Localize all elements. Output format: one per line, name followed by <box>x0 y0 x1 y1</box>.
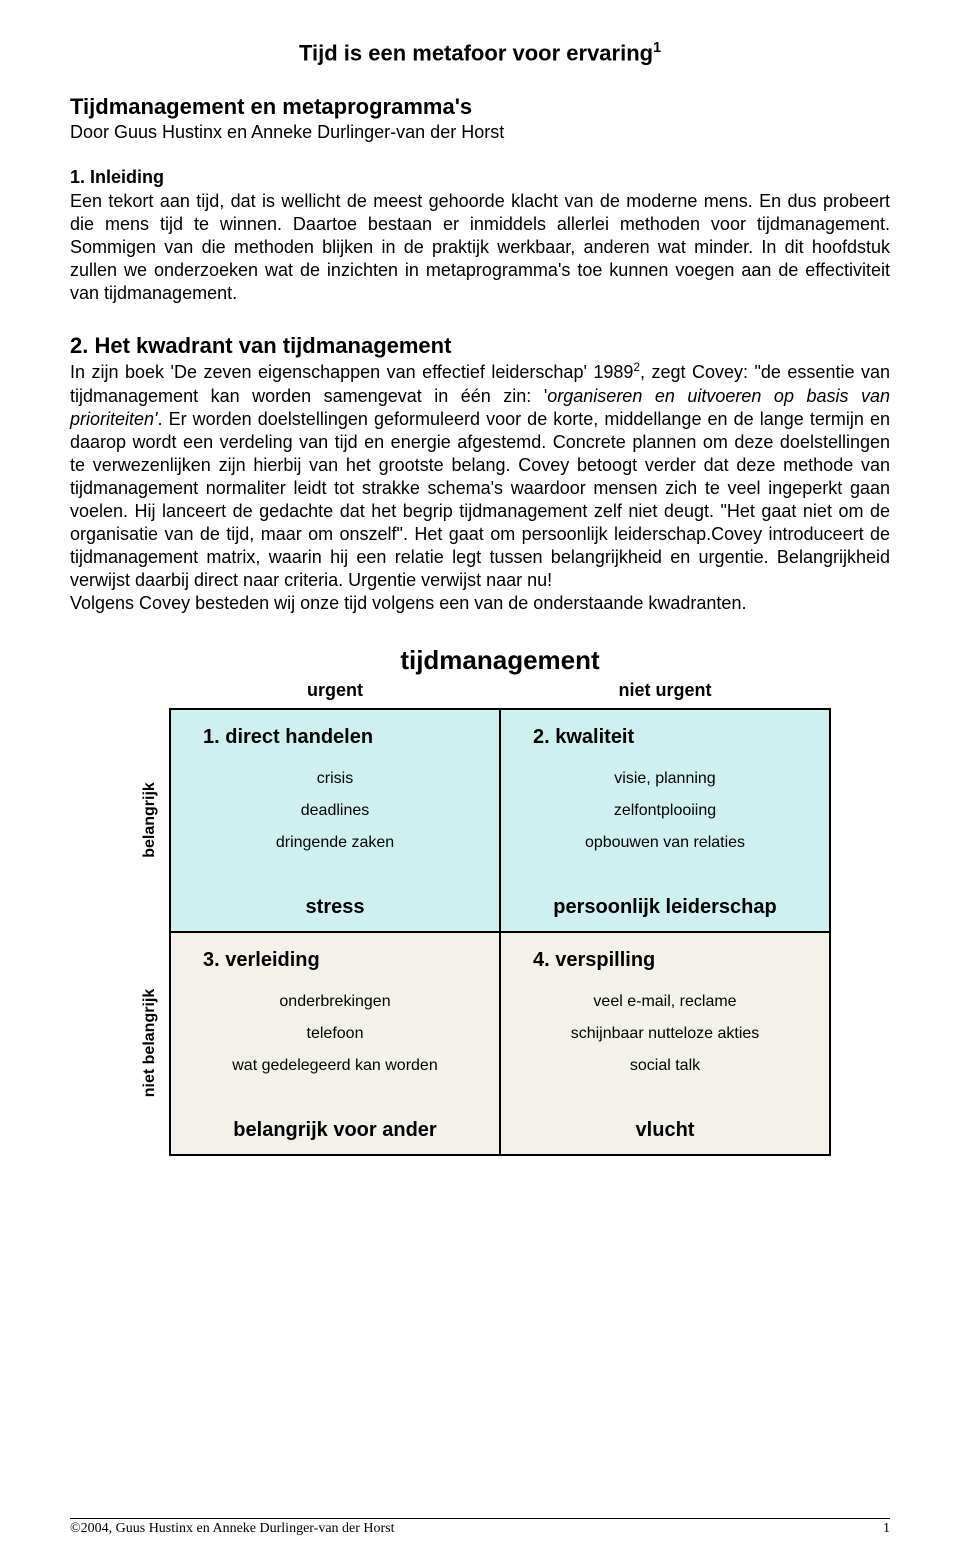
row-label-not-important: niet belangrijk <box>130 932 170 1155</box>
quadrant-matrix: tijdmanagement urgent niet urgent belang… <box>130 645 830 1155</box>
quadrant-4-items: veel e-mail, reclame schijnbaar nutteloz… <box>513 986 817 1111</box>
col-label-not-urgent: niet urgent <box>500 680 830 701</box>
quadrant-2-item: zelfontplooiing <box>513 795 817 827</box>
quadrant-1-footer: stress <box>183 896 487 919</box>
quadrant-4-item: veel e-mail, reclame <box>513 986 817 1018</box>
quadrant-1-title: 1. direct handelen <box>183 726 487 749</box>
document-subtitle: Tijdmanagement en metaprogramma's <box>70 94 890 120</box>
matrix-row-labels: belangrijk niet belangrijk <box>130 709 170 1155</box>
matrix-title: tijdmanagement <box>130 645 830 676</box>
quadrant-2-item: opbouwen van relaties <box>513 827 817 859</box>
quadrant-3-item: wat gedelegeerd kan worden <box>183 1050 487 1082</box>
quadrant-4-item: social talk <box>513 1050 817 1082</box>
section2-lead-c: . Er worden doelstellingen geformuleerd … <box>70 409 890 590</box>
quadrant-2-title: 2. kwaliteit <box>513 726 817 749</box>
quadrant-1-item: deadlines <box>183 795 487 827</box>
section2-body: In zijn boek 'De zeven eigenschappen van… <box>70 361 890 614</box>
document-title: Tijd is een metafoor voor ervaring1 <box>70 40 890 66</box>
title-text: Tijd is een metafoor voor ervaring <box>299 40 653 65</box>
quadrant-1-items: crisis deadlines dringende zaken <box>183 763 487 888</box>
col-label-urgent: urgent <box>170 680 500 701</box>
quadrant-4: 4. verspilling veel e-mail, reclame schi… <box>499 931 831 1156</box>
quadrant-2-items: visie, planning zelfontplooiing opbouwen… <box>513 763 817 888</box>
section2-lead-a: In zijn boek 'De zeven eigenschappen van… <box>70 362 633 382</box>
quadrant-3-items: onderbrekingen telefoon wat gedelegeerd … <box>183 986 487 1111</box>
quadrant-4-footer: vlucht <box>513 1119 817 1142</box>
quadrant-3: 3. verleiding onderbrekingen telefoon wa… <box>169 931 501 1156</box>
section2-tail: Volgens Covey besteden wij onze tijd vol… <box>70 593 746 613</box>
row-label-important-text: belangrijk <box>141 783 159 859</box>
quadrant-4-item: schijnbaar nutteloze akties <box>513 1018 817 1050</box>
quadrant-1: 1. direct handelen crisis deadlines drin… <box>169 708 501 933</box>
section2-heading: 2. Het kwadrant van tijdmanagement <box>70 333 890 359</box>
footer-copyright: ©2004, Guus Hustinx en Anneke Durlinger-… <box>70 1521 395 1537</box>
quadrant-3-item: telefoon <box>183 1018 487 1050</box>
title-footnote: 1 <box>653 40 661 56</box>
quadrant-2-item: visie, planning <box>513 763 817 795</box>
footer-page-number: 1 <box>883 1521 890 1537</box>
quadrant-4-title: 4. verspilling <box>513 949 817 972</box>
quadrant-1-item: dringende zaken <box>183 827 487 859</box>
quadrant-2: 2. kwaliteit visie, planning zelfontploo… <box>499 708 831 933</box>
matrix-grid: 1. direct handelen crisis deadlines drin… <box>170 709 830 1155</box>
section1-body: Een tekort aan tijd, dat is wellicht de … <box>70 190 890 305</box>
section1-heading: 1. Inleiding <box>70 167 890 188</box>
quadrant-3-footer: belangrijk voor ander <box>183 1119 487 1142</box>
matrix-column-labels: urgent niet urgent <box>130 680 830 701</box>
document-authors: Door Guus Hustinx en Anneke Durlinger-va… <box>70 122 890 143</box>
quadrant-3-item: onderbrekingen <box>183 986 487 1018</box>
row-label-not-important-text: niet belangrijk <box>141 989 159 1097</box>
matrix-body: belangrijk niet belangrijk 1. direct han… <box>130 709 830 1155</box>
page-footer: ©2004, Guus Hustinx en Anneke Durlinger-… <box>70 1518 890 1537</box>
quadrant-3-title: 3. verleiding <box>183 949 487 972</box>
quadrant-1-item: crisis <box>183 763 487 795</box>
quadrant-2-footer: persoonlijk leiderschap <box>513 896 817 919</box>
row-label-important: belangrijk <box>130 709 170 932</box>
